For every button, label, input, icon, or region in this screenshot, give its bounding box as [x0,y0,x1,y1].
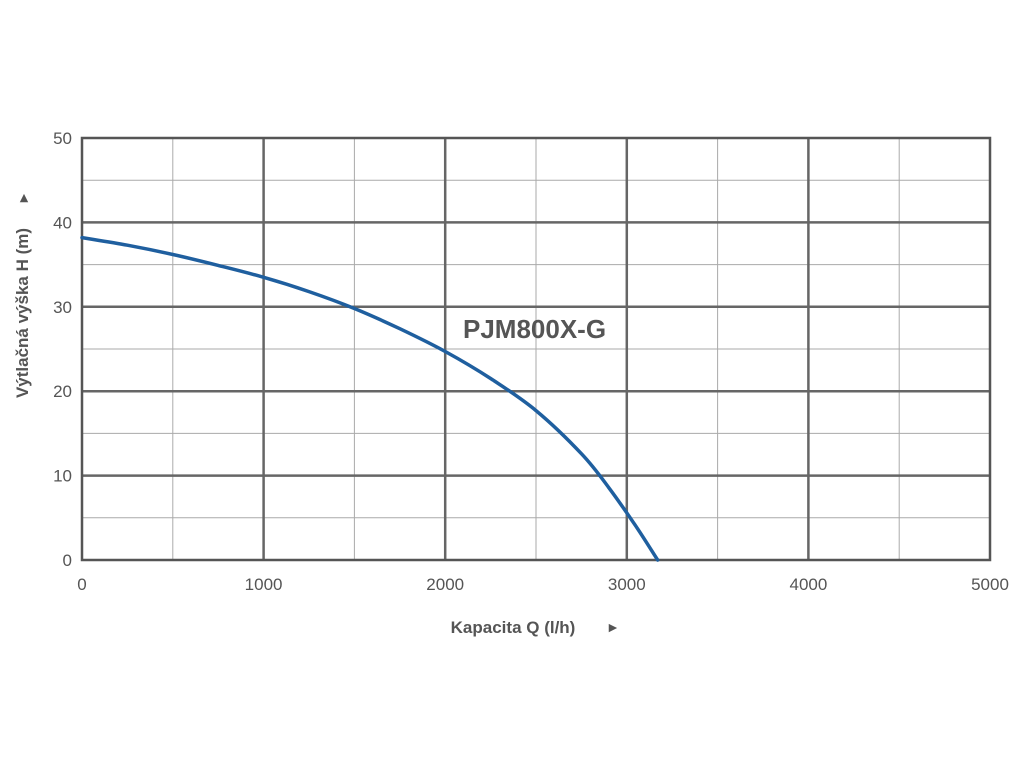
x-tick-label: 4000 [789,575,827,594]
x-tick-label: 3000 [608,575,646,594]
y-tick-labels: 0 10 20 30 40 50 [53,129,72,570]
minor-grid [82,138,990,560]
plot-frame [80,136,992,562]
y-tick-label: 10 [53,467,72,486]
y-tick-label: 0 [63,551,72,570]
y-axis-arrow: ► [15,191,31,205]
series-annotation: PJM800X-G [463,314,606,344]
x-axis-title: Kapacita Q (l/h) [451,618,576,637]
major-grid [82,138,990,560]
x-tick-label: 0 [77,575,86,594]
y-tick-label: 30 [53,298,72,317]
y-tick-label: 40 [53,213,72,232]
y-tick-label: 50 [53,129,72,148]
x-tick-label: 5000 [971,575,1009,594]
x-tick-label: 1000 [245,575,283,594]
y-tick-label: 20 [53,382,72,401]
y-axis-title: Výtlačná výška H (m) [13,228,32,398]
series-line [80,235,660,562]
x-tick-labels: 0 1000 2000 3000 4000 5000 [77,575,1009,594]
x-axis-arrow: ► [606,619,620,635]
x-tick-label: 2000 [426,575,464,594]
series-lines [80,235,660,562]
